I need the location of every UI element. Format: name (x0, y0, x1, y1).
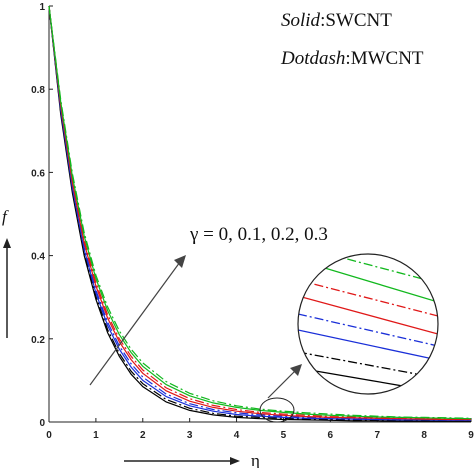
y-tick-label: 0.2 (31, 335, 45, 346)
legend-dotdash-note: Dotdash:MWCNT (280, 48, 424, 69)
zoom-line-blue-dotdash (298, 313, 438, 347)
x-tick-label: 5 (281, 430, 287, 441)
series-line-0 (48, 5, 471, 422)
x-axis-label: η (251, 451, 260, 468)
zoom-line-green-dotdash (298, 254, 438, 284)
gamma-annotation: γ = 0, 0.1, 0.2, 0.3 (189, 224, 328, 245)
zoom-line-red-dotdash (298, 279, 438, 317)
series-line-6 (48, 5, 472, 420)
x-tick-label: 7 (374, 430, 380, 441)
y-tick-label: 0 (39, 418, 45, 429)
series-line-5 (48, 5, 472, 420)
gamma-arrow-head (174, 255, 186, 268)
x-tick-label: 2 (140, 430, 146, 441)
zoom-line-green-solid (298, 259, 438, 303)
y-tick-label: 0.8 (31, 85, 45, 96)
gamma-arrow-line (89, 261, 181, 386)
zoom-inset (298, 254, 438, 393)
series-line-1 (48, 5, 471, 422)
zoom-line-black-solid (298, 367, 438, 393)
y-tick-label: 0.6 (31, 168, 45, 179)
x-tick-label: 8 (421, 430, 427, 441)
legend-solid-note: Solid:SWCNT (281, 10, 392, 31)
y-axis-label: f (2, 207, 9, 226)
zoom-pointer-line (267, 369, 297, 399)
zoom-pointer-head (290, 364, 302, 376)
series-line-7 (48, 5, 472, 419)
series-layer (48, 5, 472, 422)
ticks-layer: 0 1 2 3 4 5 6 7 8 9 0 0.2 0.4 0.6 0.8 1 (31, 2, 474, 441)
x-tick-label: 9 (468, 430, 474, 441)
x-axis-arrow-head (230, 457, 240, 465)
zoom-line-blue-solid (298, 329, 438, 361)
series-line-2 (48, 5, 471, 421)
y-tick-label: 1 (39, 2, 45, 13)
x-tick-label: 4 (234, 430, 240, 441)
zoom-circle (297, 253, 439, 395)
x-tick-label: 3 (187, 430, 193, 441)
x-tick-label: 1 (93, 430, 99, 441)
zoom-line-black-dotdash (298, 351, 438, 379)
x-tick-label: 6 (328, 430, 334, 441)
zoom-line-red-solid (298, 295, 438, 335)
x-tick-label: 0 (46, 430, 52, 441)
series-line-3 (48, 5, 471, 421)
highlight-circle (259, 397, 295, 423)
y-axis-arrow-head (3, 238, 11, 248)
y-tick-label: 0.4 (31, 252, 45, 263)
